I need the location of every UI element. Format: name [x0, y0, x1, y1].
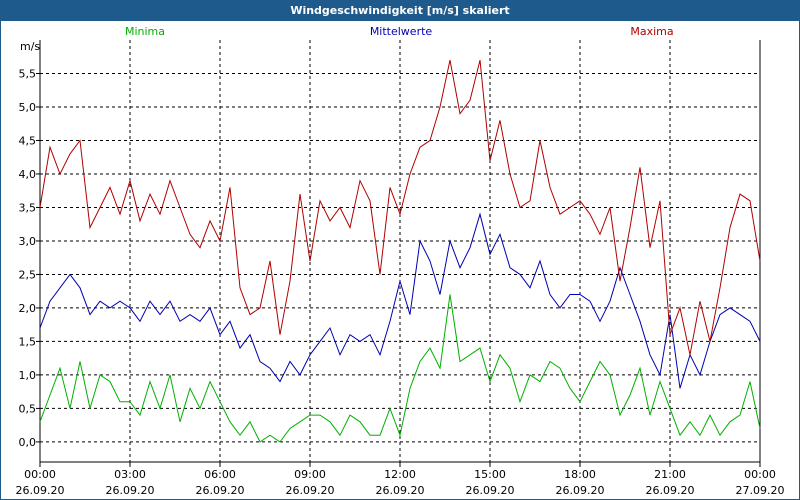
- x-tick-date: 26.09.20: [196, 484, 245, 497]
- y-tick-label: 4,0: [19, 168, 37, 181]
- y-tick-label: 3,0: [19, 235, 37, 248]
- y-tick-label: 0,0: [19, 436, 37, 449]
- x-tick-date: 26.09.20: [16, 484, 65, 497]
- y-tick-label: 5,0: [19, 101, 37, 114]
- y-tick-label: 1,5: [19, 335, 37, 348]
- y-tick-label: 3,5: [19, 201, 37, 214]
- x-tick-time: 06:00: [204, 468, 236, 481]
- legend-entry-maxima: Maxima: [630, 25, 673, 38]
- y-tick-labels: 0,0 0,5 1,0 1,5 2,0 2,5 3,0 3,5 4,0 4,5 5,0 5,5: [19, 67, 40, 449]
- x-tick-time: 12:00: [384, 468, 416, 481]
- x-tick-time: 15:00: [474, 468, 506, 481]
- chart-title: Windgeschwindigkeit [m/s] skaliert: [1, 1, 799, 21]
- series-line-maxima: [39, 59, 761, 355]
- x-tick-time: 00:00: [24, 468, 56, 481]
- legend: Minima Mittelwerte Maxima: [125, 25, 674, 38]
- x-tick-time: 03:00: [114, 468, 146, 481]
- y-tick-label: 2,5: [19, 268, 37, 281]
- legend-entry-minima: Minima: [125, 25, 165, 38]
- y-tick-label: 0,5: [19, 402, 37, 415]
- series-line-minima: [39, 294, 761, 443]
- x-tick-date: 26.09.20: [466, 484, 515, 497]
- x-tick-time: 00:00: [744, 468, 776, 481]
- x-tick-date: 26.09.20: [106, 484, 155, 497]
- series-lines: [39, 59, 761, 443]
- y-tick-label: 5,5: [19, 67, 37, 80]
- y-tick-label: 2,0: [19, 302, 37, 315]
- legend-entry-mittelwerte: Mittelwerte: [370, 25, 433, 38]
- x-tick-time: 21:00: [654, 468, 686, 481]
- x-tick-time: 09:00: [294, 468, 326, 481]
- x-tick-time: 18:00: [564, 468, 596, 481]
- x-tick-date: 26.09.20: [556, 484, 605, 497]
- x-tick-date: 26.09.20: [286, 484, 335, 497]
- y-axis-unit-label: m/s: [20, 40, 40, 53]
- x-tick-date: 26.09.20: [646, 484, 695, 497]
- y-tick-label: 1,0: [19, 369, 37, 382]
- series-line-mittelwerte: [39, 212, 761, 389]
- x-tick-date: 27.09.20: [736, 484, 785, 497]
- x-tick-date: 26.09.20: [376, 484, 425, 497]
- grid-lines: [40, 40, 760, 462]
- x-tick-labels: 00:00 26.09.20 03:00 26.09.20 06:00 26.09.20 0…: [16, 462, 785, 497]
- y-tick-label: 4,5: [19, 134, 37, 147]
